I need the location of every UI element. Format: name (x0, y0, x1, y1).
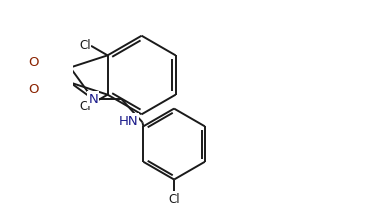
Text: Cl: Cl (168, 192, 180, 204)
Text: Cl: Cl (79, 39, 91, 51)
Text: O: O (29, 56, 39, 69)
Text: HN: HN (118, 114, 138, 127)
Text: Cl: Cl (79, 100, 91, 113)
Text: O: O (29, 83, 39, 96)
Text: N: N (88, 92, 98, 105)
